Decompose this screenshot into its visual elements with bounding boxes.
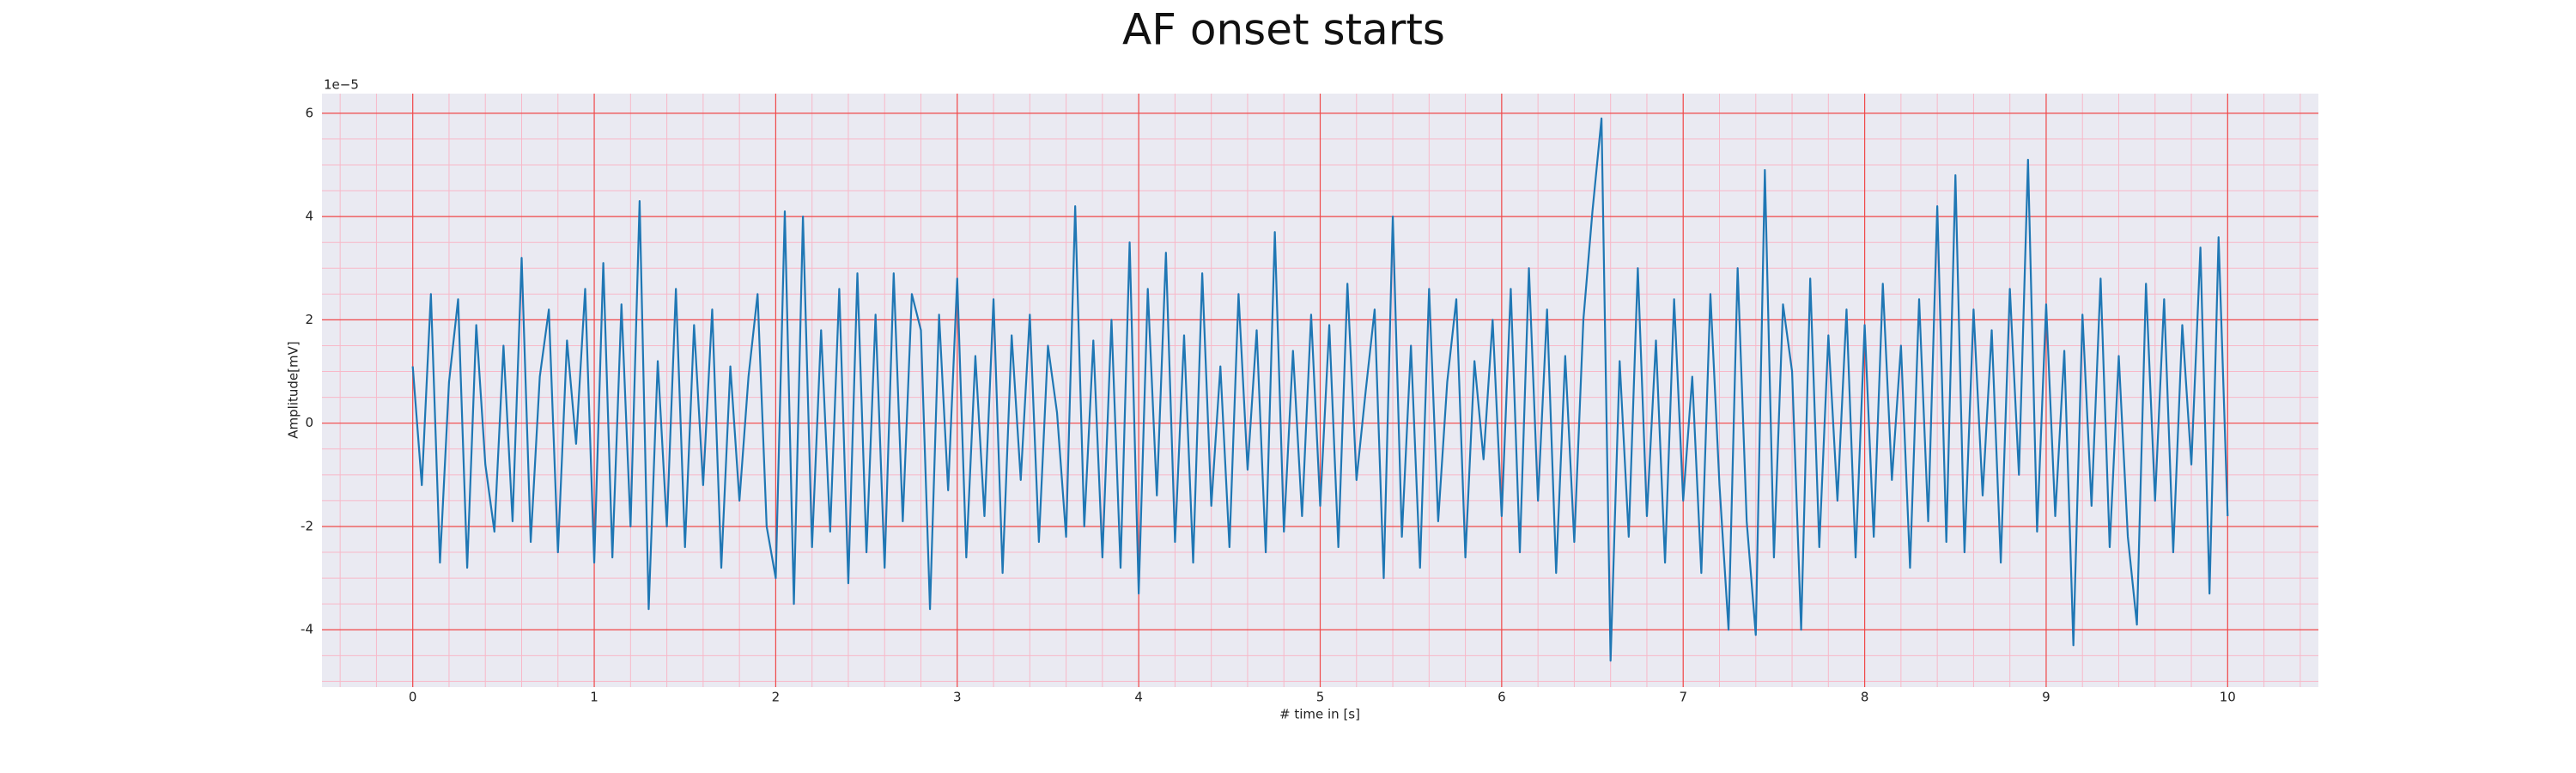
x-tick-label: 1 <box>590 690 598 705</box>
signal-line <box>411 117 2229 662</box>
x-tick-label: 4 <box>1134 690 1143 705</box>
y-axis-label: Amplitude[mV] <box>286 341 301 438</box>
x-axis-label: # time in [s] <box>1279 707 1360 722</box>
grid <box>322 94 2318 687</box>
y-tick-label: -2 <box>301 518 313 533</box>
y-tick-label: 6 <box>305 105 313 120</box>
y-tick-label: 2 <box>305 312 313 327</box>
x-tick-label: 2 <box>772 690 781 705</box>
y-tick-label: 4 <box>305 209 313 224</box>
x-tick-label: 8 <box>1861 690 1869 705</box>
x-tick-label: 6 <box>1498 690 1506 705</box>
chart-title: AF onset starts <box>1122 5 1445 55</box>
y-offset-label: 1e−5 <box>324 77 359 93</box>
x-tick-label: 7 <box>1679 690 1687 705</box>
x-tick-label: 10 <box>2220 690 2236 705</box>
y-tick-label: -4 <box>301 622 313 637</box>
x-tick-label: 5 <box>1316 690 1325 705</box>
y-tick-label: 0 <box>305 415 313 430</box>
x-tick-label: 3 <box>953 690 962 705</box>
x-tick-label: 9 <box>2042 690 2050 705</box>
x-tick-label: 0 <box>409 690 417 705</box>
